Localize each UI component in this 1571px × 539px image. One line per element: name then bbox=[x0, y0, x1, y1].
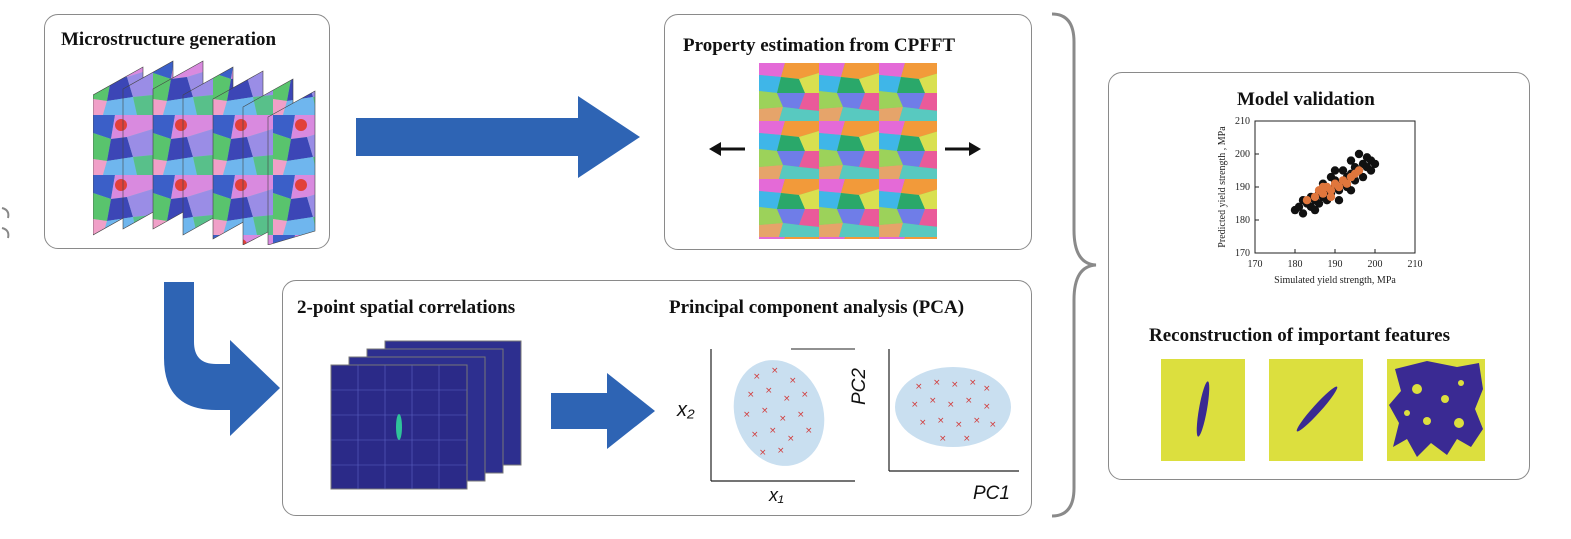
y-tick-label: 180 bbox=[1235, 215, 1250, 226]
scatter-point bbox=[1366, 166, 1376, 175]
scatter-point bbox=[1294, 202, 1304, 211]
svg-text:×: × bbox=[983, 384, 991, 394]
microstructure-generation-panel: Microstructure generation bbox=[44, 14, 330, 249]
scatter-point bbox=[1310, 205, 1320, 215]
right-arrow-to-cpfft bbox=[356, 96, 640, 178]
right-load-arrow bbox=[945, 142, 981, 156]
correlations-title: 2-point spatial correlations bbox=[297, 297, 516, 318]
scatter-point bbox=[1326, 192, 1336, 202]
scatter-point bbox=[1302, 196, 1312, 205]
feature-map-3 bbox=[1387, 359, 1485, 461]
svg-text:×: × bbox=[955, 420, 963, 430]
svg-text:×: × bbox=[747, 390, 755, 400]
cpfft-title: Property estimation from CPFFT bbox=[683, 35, 956, 56]
right-arrow-to-pca bbox=[551, 373, 655, 449]
svg-text:×: × bbox=[965, 396, 973, 406]
svg-text:×: × bbox=[787, 434, 795, 444]
scatter-point bbox=[1342, 179, 1352, 188]
y-tick-label: 170 bbox=[1235, 248, 1250, 259]
pca-left-x-label: x₁ bbox=[769, 485, 784, 505]
svg-text:×: × bbox=[939, 434, 947, 444]
x-tick-label: 210 bbox=[1408, 259, 1423, 270]
y-axis-label: Predicted yield strength , MPa bbox=[1217, 126, 1228, 248]
svg-text:×: × bbox=[929, 396, 937, 406]
scatter-point bbox=[1318, 189, 1328, 198]
left-load-arrow bbox=[709, 142, 745, 156]
curly-brace bbox=[1051, 12, 1097, 518]
scatter-point bbox=[1354, 149, 1364, 159]
svg-text:×: × bbox=[951, 380, 959, 390]
y-tick-label: 190 bbox=[1235, 182, 1250, 193]
left-edge-fragment bbox=[1, 207, 10, 239]
scatter-point bbox=[1310, 192, 1320, 202]
svg-text:×: × bbox=[759, 448, 767, 458]
svg-text:×: × bbox=[963, 434, 971, 444]
svg-text:×: × bbox=[789, 376, 797, 386]
svg-text:×: × bbox=[769, 426, 777, 436]
svg-text:×: × bbox=[771, 366, 779, 376]
pca-component-space-plot: × × × ×× × × × ×× × × × × × × × bbox=[888, 349, 1019, 472]
scatter-point bbox=[1334, 182, 1344, 192]
svg-text:×: × bbox=[915, 382, 923, 392]
pca-left-y-label: x₂ bbox=[677, 399, 695, 421]
x-tick-label: 190 bbox=[1328, 259, 1343, 270]
feature-map-1 bbox=[1161, 359, 1245, 461]
x-axis-label: Simulated yield strength, MPa bbox=[1274, 275, 1396, 286]
scatter-point bbox=[1326, 186, 1336, 195]
svg-text:×: × bbox=[783, 394, 791, 404]
x-tick-label: 180 bbox=[1288, 259, 1303, 270]
scatter-point bbox=[1298, 209, 1308, 218]
correlations-pca-panel: 2-point spatial correlations Principal c… bbox=[282, 280, 1032, 516]
scatter-point bbox=[1354, 166, 1364, 175]
svg-text:×: × bbox=[751, 430, 759, 440]
svg-text:×: × bbox=[989, 420, 997, 430]
pca-right-x-label: PC1 bbox=[973, 483, 1010, 504]
reconstruction-title: Reconstruction of important features bbox=[1149, 325, 1450, 346]
x-tick-label: 200 bbox=[1368, 259, 1383, 270]
microstructure-stack-image bbox=[93, 60, 316, 245]
curved-arrow-to-correlations bbox=[164, 282, 280, 436]
microstructure-generation-title: Microstructure generation bbox=[61, 29, 277, 50]
y-tick-label: 210 bbox=[1235, 116, 1250, 127]
x-tick-label: 170 bbox=[1248, 259, 1263, 270]
svg-text:×: × bbox=[761, 406, 769, 416]
svg-text:×: × bbox=[801, 390, 809, 400]
yield-strength-scatter-chart: 170 180 190 200 210 170 180 190 200 210 Simulated … bbox=[1217, 116, 1423, 286]
pca-input-space-plot: ××× × ×× × × ×× × × ××× × × bbox=[710, 348, 855, 482]
svg-text:×: × bbox=[919, 418, 927, 428]
svg-text:×: × bbox=[911, 400, 919, 410]
scatter-point bbox=[1330, 166, 1340, 175]
scatter-point bbox=[1334, 196, 1344, 205]
svg-text:×: × bbox=[753, 372, 761, 382]
scatter-point bbox=[1318, 182, 1328, 192]
svg-text:×: × bbox=[797, 410, 805, 420]
cpfft-panel: Property estimation from CPFFT bbox=[664, 14, 1032, 250]
svg-text:×: × bbox=[973, 416, 981, 426]
svg-text:×: × bbox=[937, 416, 945, 426]
svg-text:×: × bbox=[969, 378, 977, 388]
svg-text:×: × bbox=[777, 446, 785, 456]
svg-text:×: × bbox=[947, 400, 955, 410]
scatter-point bbox=[1346, 186, 1356, 195]
svg-text:×: × bbox=[933, 378, 941, 388]
y-tick-label: 200 bbox=[1235, 149, 1250, 160]
svg-text:×: × bbox=[765, 386, 773, 396]
svg-text:×: × bbox=[805, 426, 813, 436]
scatter-point bbox=[1370, 159, 1380, 169]
scatter-point bbox=[1314, 199, 1324, 208]
scatter-point bbox=[1326, 172, 1336, 182]
scatter-point bbox=[1346, 156, 1356, 165]
svg-text:×: × bbox=[779, 414, 787, 424]
pca-right-y-label: PC2 bbox=[849, 368, 870, 405]
pca-title: Principal component analysis (PCA) bbox=[669, 297, 965, 318]
svg-text:×: × bbox=[743, 410, 751, 420]
correlation-maps-image bbox=[330, 340, 522, 490]
feature-map-2 bbox=[1269, 359, 1363, 461]
cpfft-grain-map-image bbox=[759, 63, 937, 239]
scatter-point bbox=[1358, 172, 1368, 182]
scatter-point bbox=[1338, 166, 1348, 175]
svg-text:×: × bbox=[983, 402, 991, 412]
model-validation-title: Model validation bbox=[1237, 89, 1375, 110]
validation-panel: Model validation 170 180 190 200 210 170 180 19… bbox=[1108, 72, 1530, 480]
